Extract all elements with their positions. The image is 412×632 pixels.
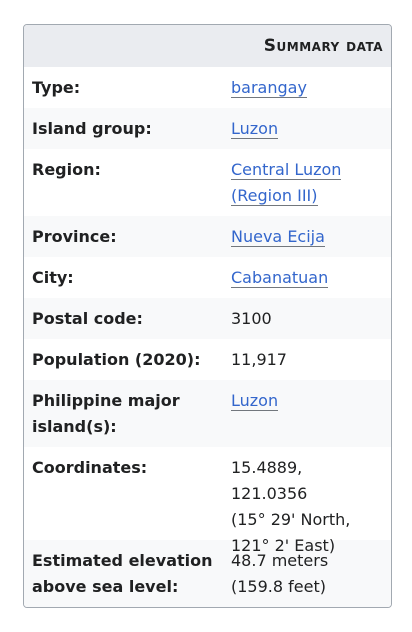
- row-label-major-island-line1: Philippine major: [32, 391, 180, 410]
- elevation-value: 48.7 meters (159.8 feet): [231, 548, 391, 600]
- summary-header: Summary data: [24, 25, 391, 67]
- row-city: City: Cabanatuan: [24, 257, 391, 298]
- row-label-elevation: Estimated elevation above sea level:: [32, 548, 231, 600]
- row-label-elevation-line2: above sea level:: [32, 577, 179, 596]
- row-label-coordinates: Coordinates:: [32, 458, 148, 477]
- row-label-type: Type:: [32, 78, 81, 97]
- elevation-line1: 48.7 meters: [231, 551, 329, 570]
- coordinates-value: 15.4889, 121.0356 (15° 29' North, 121° 2…: [231, 455, 391, 555]
- row-coordinates: Coordinates: 15.4889, 121.0356 (15° 29' …: [24, 447, 391, 555]
- row-postal-code: Postal code: 3100: [24, 298, 391, 339]
- row-label-major-island: Philippine major island(s):: [32, 388, 231, 440]
- row-label-major-island-line2: island(s):: [32, 417, 117, 436]
- link-major-island-luzon[interactable]: Luzon: [231, 391, 279, 411]
- elevation-line2: (159.8 feet): [231, 577, 326, 596]
- link-luzon[interactable]: Luzon: [231, 119, 279, 139]
- row-label-population: Population (2020):: [32, 350, 201, 369]
- summary-card: Summary data Type: barangay Island group…: [23, 24, 392, 608]
- coordinates-line3: 121° 2' East): [231, 536, 336, 555]
- row-island-group: Island group: Luzon: [24, 108, 391, 149]
- coordinates-line1: 15.4889, 121.0356: [231, 458, 308, 503]
- row-type: Type: barangay: [24, 67, 391, 108]
- link-central-luzon[interactable]: Central Luzon: [231, 160, 342, 180]
- row-region: Region: Central Luzon (Region III): [24, 149, 391, 216]
- coordinates-line2: (15° 29' North,: [231, 510, 351, 529]
- row-label-island-group: Island group:: [32, 119, 152, 138]
- row-major-island: Philippine major island(s): Luzon: [24, 380, 391, 447]
- summary-title: Summary data: [263, 36, 383, 56]
- row-label-postal-code: Postal code:: [32, 309, 143, 328]
- row-label-province: Province:: [32, 227, 117, 246]
- link-cabanatuan[interactable]: Cabanatuan: [231, 268, 329, 288]
- row-label-region: Region:: [32, 160, 101, 179]
- row-label-city: City:: [32, 268, 74, 287]
- row-label-elevation-line1: Estimated elevation: [32, 551, 213, 570]
- row-population: Population (2020): 11,917: [24, 339, 391, 380]
- row-elevation: Estimated elevation above sea level: 48.…: [24, 540, 391, 607]
- link-barangay[interactable]: barangay: [231, 78, 307, 98]
- row-province: Province: Nueva Ecija: [24, 216, 391, 257]
- population-value: 11,917: [231, 350, 287, 369]
- postal-code-value: 3100: [231, 309, 272, 328]
- link-nueva-ecija[interactable]: Nueva Ecija: [231, 227, 325, 247]
- link-region-iii[interactable]: (Region III): [231, 186, 318, 206]
